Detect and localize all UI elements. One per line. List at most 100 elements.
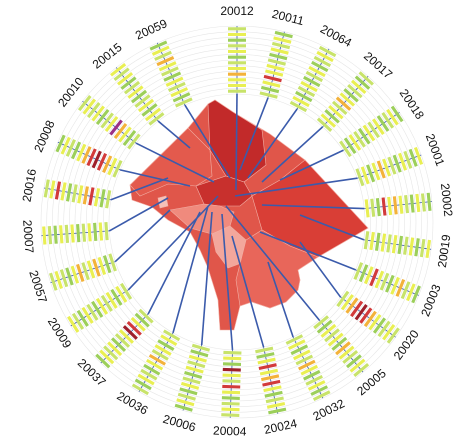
glyph-bar [115, 285, 128, 303]
glyph-bar [70, 141, 82, 160]
glyph-bar [256, 352, 275, 359]
glyph-bar [70, 265, 80, 284]
glyph-bar [328, 104, 344, 120]
glyph-bar [415, 193, 421, 213]
glyph-bar [358, 71, 374, 86]
glyph-bar [161, 66, 179, 77]
glyph-bar [293, 349, 311, 361]
glyph-20004 [221, 349, 242, 418]
leader-line-20015 [157, 120, 191, 149]
glyph-bar [103, 345, 119, 361]
glyph-bar [357, 127, 371, 145]
glyph-bar [95, 108, 110, 126]
glyph-bar [123, 80, 141, 95]
glyph-bar [172, 92, 191, 103]
glyph-bar [362, 124, 376, 142]
leader-line-20008 [119, 169, 191, 187]
glyph-bar [127, 133, 141, 150]
glyph-bar [86, 148, 97, 167]
glyph-bar [146, 358, 164, 371]
glyph-bar [221, 401, 240, 406]
glyph-20018 [339, 105, 404, 158]
glyph-bar [154, 50, 172, 61]
glyph-bar [363, 266, 374, 285]
glyph-bar [158, 61, 177, 72]
glyph-bar [134, 378, 152, 391]
glyph-bar [335, 96, 352, 111]
glyph-bar [320, 323, 337, 338]
glyph-axis [263, 347, 279, 414]
glyph-bar [354, 75, 371, 90]
glyph-bar [122, 129, 137, 147]
glyph-bar [255, 346, 274, 354]
glyph-axis [318, 319, 364, 373]
glyph-bar [335, 341, 351, 356]
glyph-bar [269, 52, 288, 61]
glyph-bar [95, 353, 111, 369]
glyph-bar [369, 231, 375, 251]
glyph-bar [386, 108, 399, 126]
glyph-bar [96, 152, 108, 171]
glyph-bar [148, 112, 165, 126]
glyph-bar [111, 337, 127, 353]
glyph-bar [76, 309, 89, 327]
glyph-bar [222, 362, 242, 366]
glyph-bar [154, 344, 172, 356]
glyph-bar [372, 317, 387, 334]
glyph-bar [49, 272, 58, 291]
zip-label-20059: 20059 [133, 16, 169, 42]
glyph-axis [43, 187, 111, 201]
glyph-bar [288, 339, 306, 351]
glyph-bar [380, 233, 387, 252]
glyph-bar [185, 365, 204, 374]
glyph-bar [77, 95, 92, 112]
glyph-bar [77, 185, 84, 204]
glyph-bar [316, 50, 334, 63]
glyph-20057 [49, 253, 117, 291]
glyph-20003 [353, 262, 421, 304]
leader-line-20032 [267, 261, 294, 338]
glyph-bar [222, 390, 241, 395]
glyph-20007 [41, 221, 110, 245]
glyph-bar [179, 387, 198, 396]
glyph-bar [316, 319, 333, 334]
glyph-bar [327, 332, 344, 347]
glyph-bar [42, 226, 47, 245]
glyph-bar [425, 239, 432, 259]
glyph-bar [151, 45, 170, 56]
glyph-bar [88, 187, 95, 206]
glyph-bar [118, 329, 134, 344]
glyph-bar [409, 194, 415, 213]
glyph-bar [303, 75, 321, 88]
glyph-bar [67, 315, 80, 333]
glyph-bar [342, 350, 359, 364]
glyph-bar [257, 357, 276, 365]
glyph-bar [81, 262, 90, 281]
glyph-bar [292, 95, 310, 108]
glyph-bar [71, 312, 85, 330]
glyph-bar [86, 102, 101, 119]
glyph-bar [258, 363, 277, 371]
glyph-axis [138, 332, 174, 392]
glyph-bar [91, 300, 104, 318]
glyph-bar [404, 195, 410, 214]
glyph-bar [105, 291, 118, 309]
glyph-bar [426, 192, 432, 211]
glyph-bar [221, 407, 240, 412]
glyph-bar [76, 263, 85, 282]
glyph-20008 [55, 134, 123, 178]
glyph-bar [289, 100, 308, 113]
glyph-axis [267, 31, 285, 98]
glyph-bar [260, 374, 280, 382]
glyph-bar [82, 186, 89, 205]
glyph-bar [260, 85, 280, 94]
glyph-20002 [364, 192, 432, 218]
glyph-bar [320, 113, 337, 128]
glyph-bar [324, 109, 340, 124]
glyph-20059 [149, 40, 193, 108]
glyph-bar [400, 281, 411, 300]
leader-line-20036 [172, 205, 209, 334]
zip-label-20019: 20019 [435, 233, 454, 268]
dc-choropleth-map [129, 99, 369, 331]
glyph-bar [392, 196, 398, 215]
